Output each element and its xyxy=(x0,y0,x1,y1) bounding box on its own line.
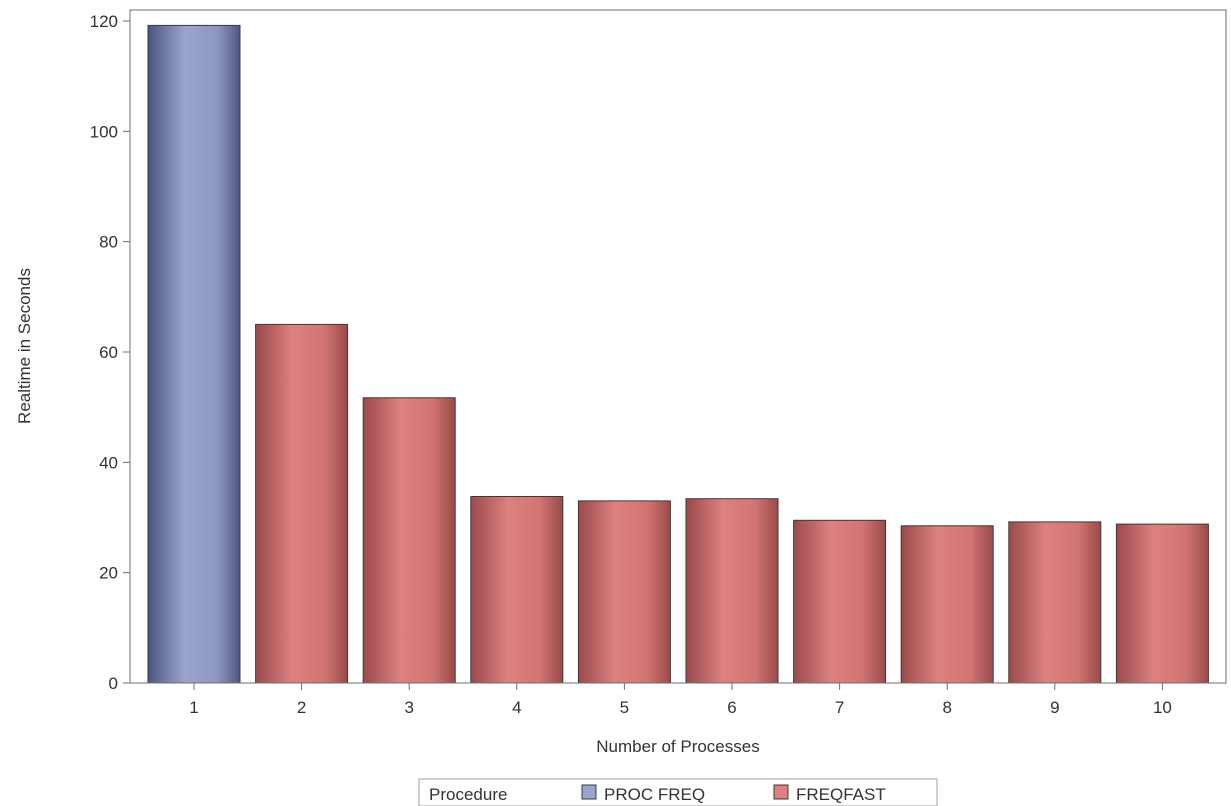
y-axis-title: Realtime in Seconds xyxy=(15,268,34,424)
legend-swatch-proc-freq xyxy=(581,784,597,800)
y-tick-label: 0 xyxy=(109,674,118,693)
y-axis: 0 20 40 60 80 100 120 xyxy=(90,10,131,693)
legend-title: Procedure xyxy=(429,785,507,804)
x-tick-label: 2 xyxy=(297,698,306,717)
x-tick-label: 5 xyxy=(620,698,629,717)
x-tick-label: 1 xyxy=(189,698,198,717)
bar-9 xyxy=(1008,521,1102,684)
bar-10 xyxy=(1115,523,1209,684)
bar-8 xyxy=(900,525,994,684)
x-tick-label: 3 xyxy=(404,698,413,717)
y-tick-label: 40 xyxy=(99,453,118,472)
y-tick-label: 60 xyxy=(99,343,118,362)
bar-2 xyxy=(255,323,349,684)
legend-frame xyxy=(418,778,938,806)
x-tick-label: 7 xyxy=(835,698,844,717)
bar-5 xyxy=(577,500,671,684)
bar-3 xyxy=(362,397,456,684)
bars-group xyxy=(147,24,1209,684)
y-tick-label: 120 xyxy=(90,12,118,31)
y-tick-label: 100 xyxy=(90,122,118,141)
bar-1 xyxy=(147,24,241,684)
x-axis-title: Number of Processes xyxy=(596,737,759,756)
bar-4 xyxy=(470,496,564,684)
x-tick-label: 10 xyxy=(1153,698,1172,717)
bar-6 xyxy=(685,498,779,684)
legend-label-freqfast: FREQFAST xyxy=(796,785,886,804)
bar-7 xyxy=(793,519,887,684)
x-tick-label: 8 xyxy=(942,698,951,717)
y-tick-label: 20 xyxy=(99,564,118,583)
x-axis: 1 2 3 4 5 6 7 8 9 10 xyxy=(130,682,1226,717)
x-tick-label: 6 xyxy=(727,698,736,717)
legend-swatch-freqfast xyxy=(773,784,789,800)
legend: Procedure PROC FREQ FREQFAST xyxy=(418,778,938,806)
x-tick-label: 9 xyxy=(1050,698,1059,717)
legend-label-proc-freq: PROC FREQ xyxy=(604,785,705,804)
y-tick-label: 80 xyxy=(99,233,118,252)
x-tick-label: 4 xyxy=(512,698,521,717)
